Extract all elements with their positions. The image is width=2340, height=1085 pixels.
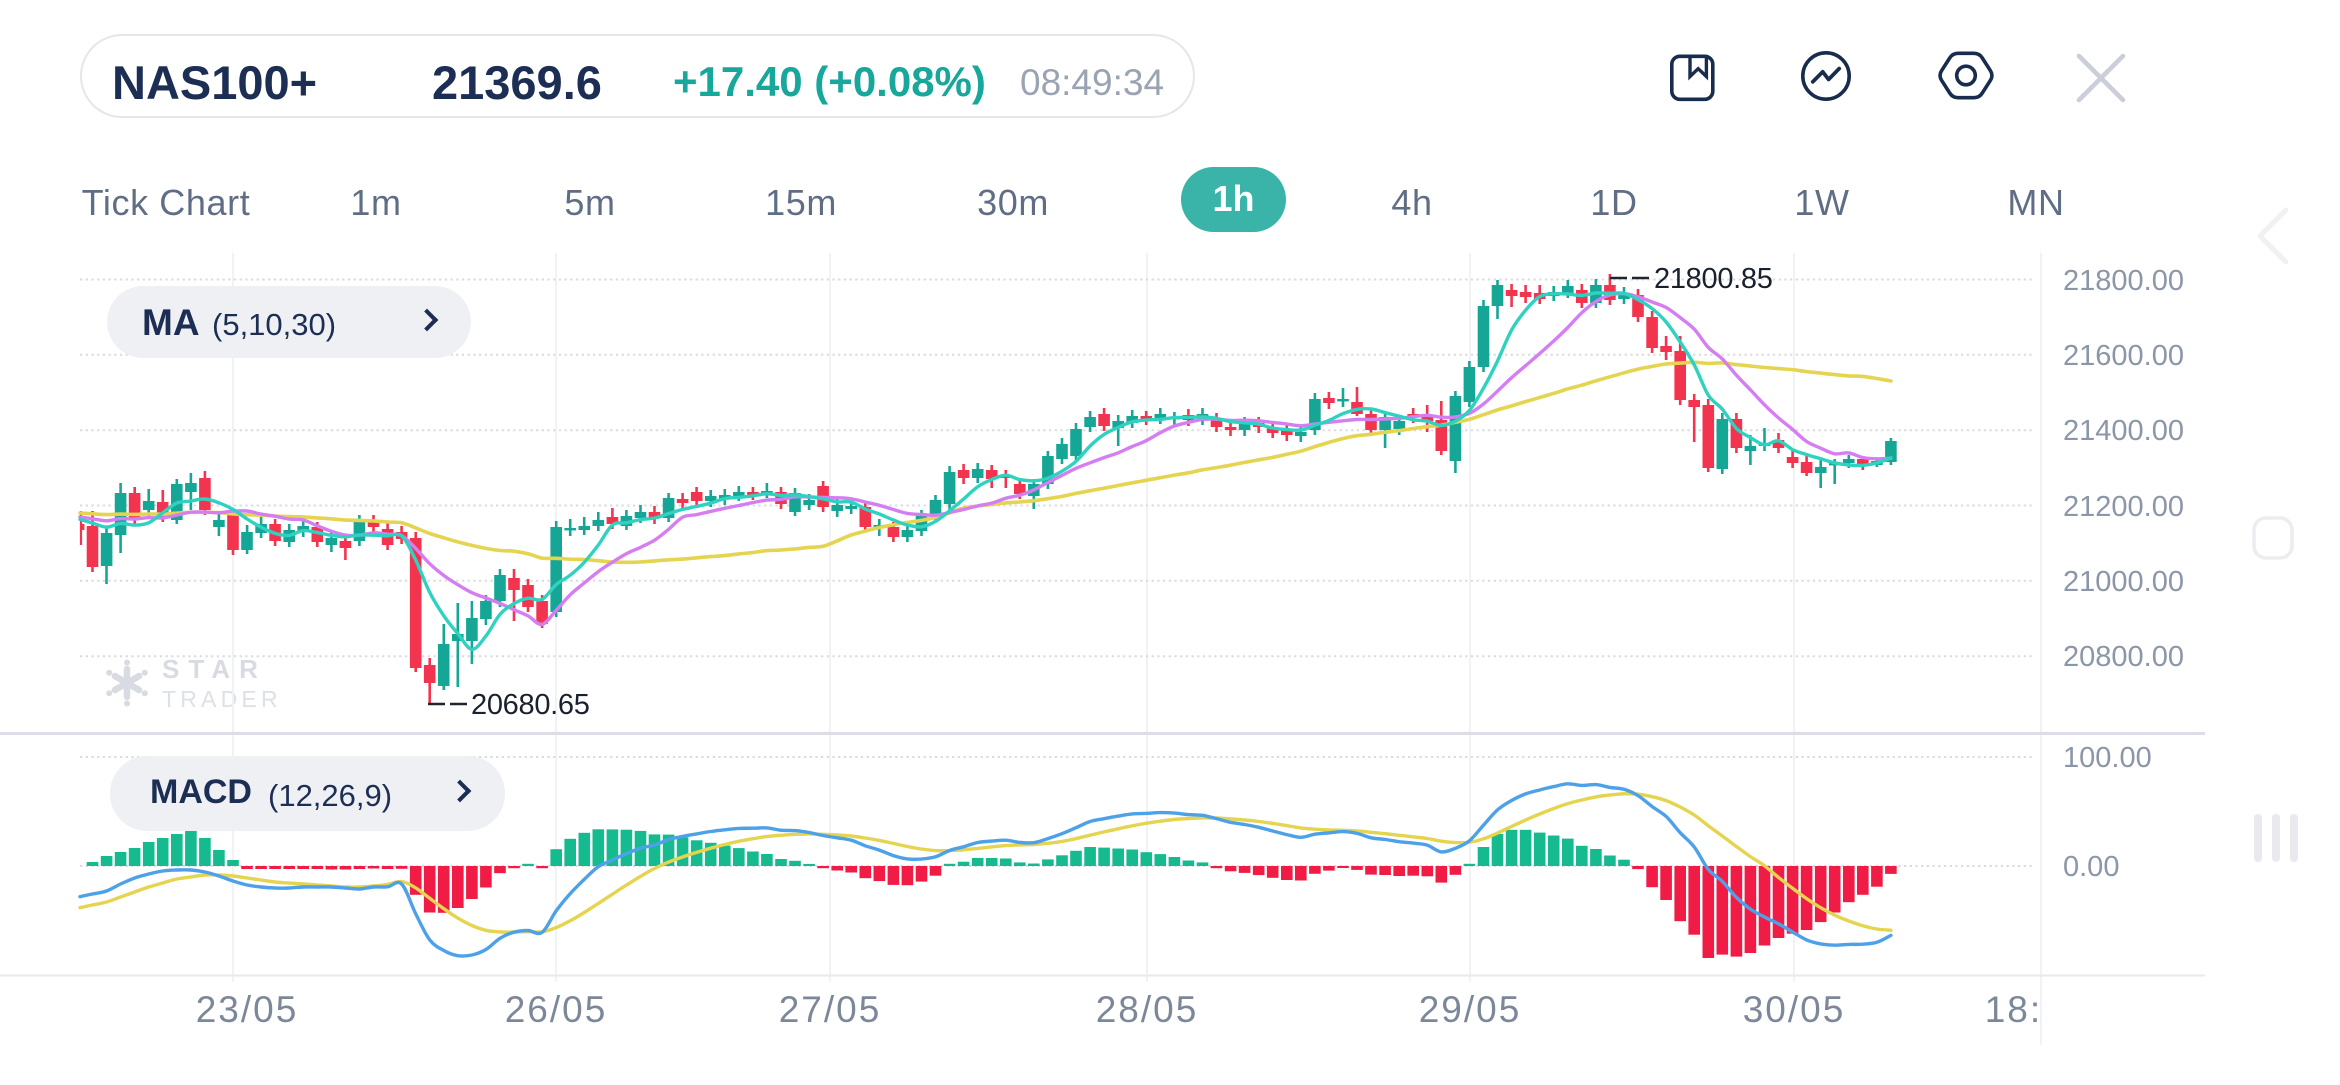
svg-text:21600.00: 21600.00 bbox=[2063, 340, 2184, 372]
svg-text:29/05: 29/05 bbox=[1419, 989, 1522, 1030]
svg-text:27/05: 27/05 bbox=[779, 989, 882, 1030]
svg-text:30/05: 30/05 bbox=[1743, 989, 1846, 1030]
svg-text:18:00: 18:00 bbox=[1985, 989, 2088, 1030]
svg-text:0.00: 0.00 bbox=[2063, 851, 2119, 883]
svg-text:STAR: STAR bbox=[162, 654, 267, 684]
svg-text:TRADER: TRADER bbox=[162, 686, 282, 712]
svg-text:21800.85: 21800.85 bbox=[1654, 263, 1773, 295]
svg-text:100.00: 100.00 bbox=[2063, 742, 2152, 774]
svg-text:21400.00: 21400.00 bbox=[2063, 415, 2184, 447]
svg-text:20680.65: 20680.65 bbox=[471, 689, 590, 721]
svg-text:21000.00: 21000.00 bbox=[2063, 566, 2184, 598]
svg-text:21800.00: 21800.00 bbox=[2063, 265, 2184, 297]
svg-text:23/05: 23/05 bbox=[196, 989, 299, 1030]
svg-text:20800.00: 20800.00 bbox=[2063, 641, 2184, 673]
svg-text:21200.00: 21200.00 bbox=[2063, 491, 2184, 523]
svg-text:26/05: 26/05 bbox=[505, 989, 608, 1030]
svg-text:28/05: 28/05 bbox=[1096, 989, 1199, 1030]
